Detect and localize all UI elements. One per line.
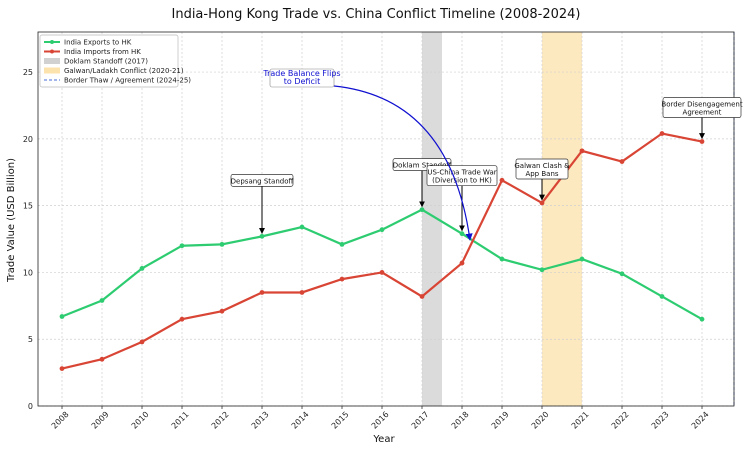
data-point: [299, 290, 305, 295]
x-tick-label: 2021: [570, 410, 591, 431]
data-point: [419, 294, 425, 299]
legend-entry-label: Doklam Standoff (2017): [64, 58, 148, 66]
x-axis-label: Year: [372, 434, 395, 445]
x-tick-label: 2020: [530, 410, 551, 431]
data-point: [99, 356, 105, 362]
x-tick-label: 2012: [210, 410, 231, 431]
annotation-text: App Bans: [525, 170, 558, 178]
data-point: [99, 298, 105, 303]
x-tick-label: 2022: [610, 410, 631, 431]
annotation-text: Doklam Standoff: [393, 162, 452, 170]
data-point: [499, 256, 505, 262]
highlight-annotation-text: to Deficit: [284, 77, 320, 86]
data-point: [179, 243, 185, 249]
y-tick-label: 10: [23, 268, 33, 277]
data-point: [619, 159, 625, 164]
x-tick-label: 2024: [690, 410, 711, 431]
annotation-text: Depsang Standoff: [231, 177, 294, 185]
legend-box: [39, 34, 179, 88]
data-point: [459, 231, 465, 237]
y-tick-label: 5: [28, 335, 33, 344]
data-point: [299, 224, 305, 230]
x-tick-label: 2013: [250, 410, 271, 431]
legend-entry-label: Galwan/Ladakh Conflict (2020-21): [64, 67, 184, 75]
data-point: [219, 308, 225, 314]
highlight-annotation-arrow: [333, 85, 473, 241]
y-tick-label: 20: [23, 135, 33, 144]
x-tick-label: 2009: [90, 410, 111, 431]
data-point: [259, 233, 265, 239]
data-point: [699, 139, 705, 144]
annotation-text: (Diversion to HK): [432, 177, 492, 185]
x-tick-label: 2018: [450, 410, 471, 431]
x-tick-label: 2011: [170, 410, 191, 431]
y-tick-label: 0: [28, 402, 33, 411]
x-tick-label: 2010: [130, 410, 151, 431]
highlight-annotation-text: Trade Balance Flips: [262, 69, 340, 78]
x-tick-label: 2017: [410, 410, 431, 431]
data-point: [459, 260, 465, 266]
data-point: [59, 366, 65, 371]
legend-swatch: [44, 67, 60, 74]
data-point: [579, 256, 585, 262]
data-point: [659, 294, 665, 299]
y-tick-label: 25: [23, 68, 33, 77]
legend-swatch: [44, 58, 60, 64]
data-point: [339, 276, 345, 282]
data-point: [699, 316, 705, 322]
data-point: [579, 148, 585, 154]
y-tick-label: 15: [23, 202, 33, 211]
annotation-text: Border Disengagement: [661, 101, 742, 109]
x-tick-label: 2014: [290, 410, 311, 431]
data-point: [139, 339, 145, 345]
data-point: [179, 316, 185, 322]
data-point: [539, 200, 545, 206]
legend-marker: [50, 49, 54, 54]
x-tick-label: 2015: [330, 410, 351, 431]
data-point: [419, 207, 425, 213]
x-tick-label: 2016: [370, 410, 391, 431]
annotation-text: US-China Trade War: [427, 169, 496, 177]
plot-area: 0 5 10 15 20 25 2008 2009 2010 2011 2012 2013 2014 20…: [23, 31, 743, 431]
data-point: [619, 271, 625, 277]
legend-marker: [50, 40, 54, 44]
annotation-text: Galwan Clash &: [514, 162, 570, 170]
data-point: [659, 131, 665, 136]
data-point: [339, 241, 345, 247]
data-point: [59, 314, 65, 319]
annotation-text: Agreement: [683, 109, 722, 117]
shaded-period-0: [422, 32, 442, 406]
chart-title: India-Hong Kong Trade vs. China Conflict…: [172, 7, 581, 22]
legend-entry-label: Border Thaw / Agreement (2024-25): [64, 77, 191, 85]
data-point: [379, 270, 385, 275]
data-point: [499, 177, 505, 183]
plot-frame: [37, 31, 735, 407]
data-point: [259, 290, 265, 295]
y-axis-label: Trade Value (USD Billion): [6, 158, 17, 283]
legend-entry-label: India Imports from HK: [64, 48, 141, 56]
x-tick-label: 2023: [650, 410, 671, 431]
data-point: [139, 266, 145, 271]
data-point: [219, 241, 225, 247]
shaded-period-1: [542, 32, 582, 406]
data-point: [539, 267, 545, 273]
highlight-annotation-box: [269, 68, 335, 88]
legend-entry-label: India Exports to HK: [64, 39, 132, 47]
x-tick-label: 2008: [50, 410, 71, 431]
data-point: [379, 227, 385, 233]
x-tick-label: 2019: [490, 410, 511, 431]
